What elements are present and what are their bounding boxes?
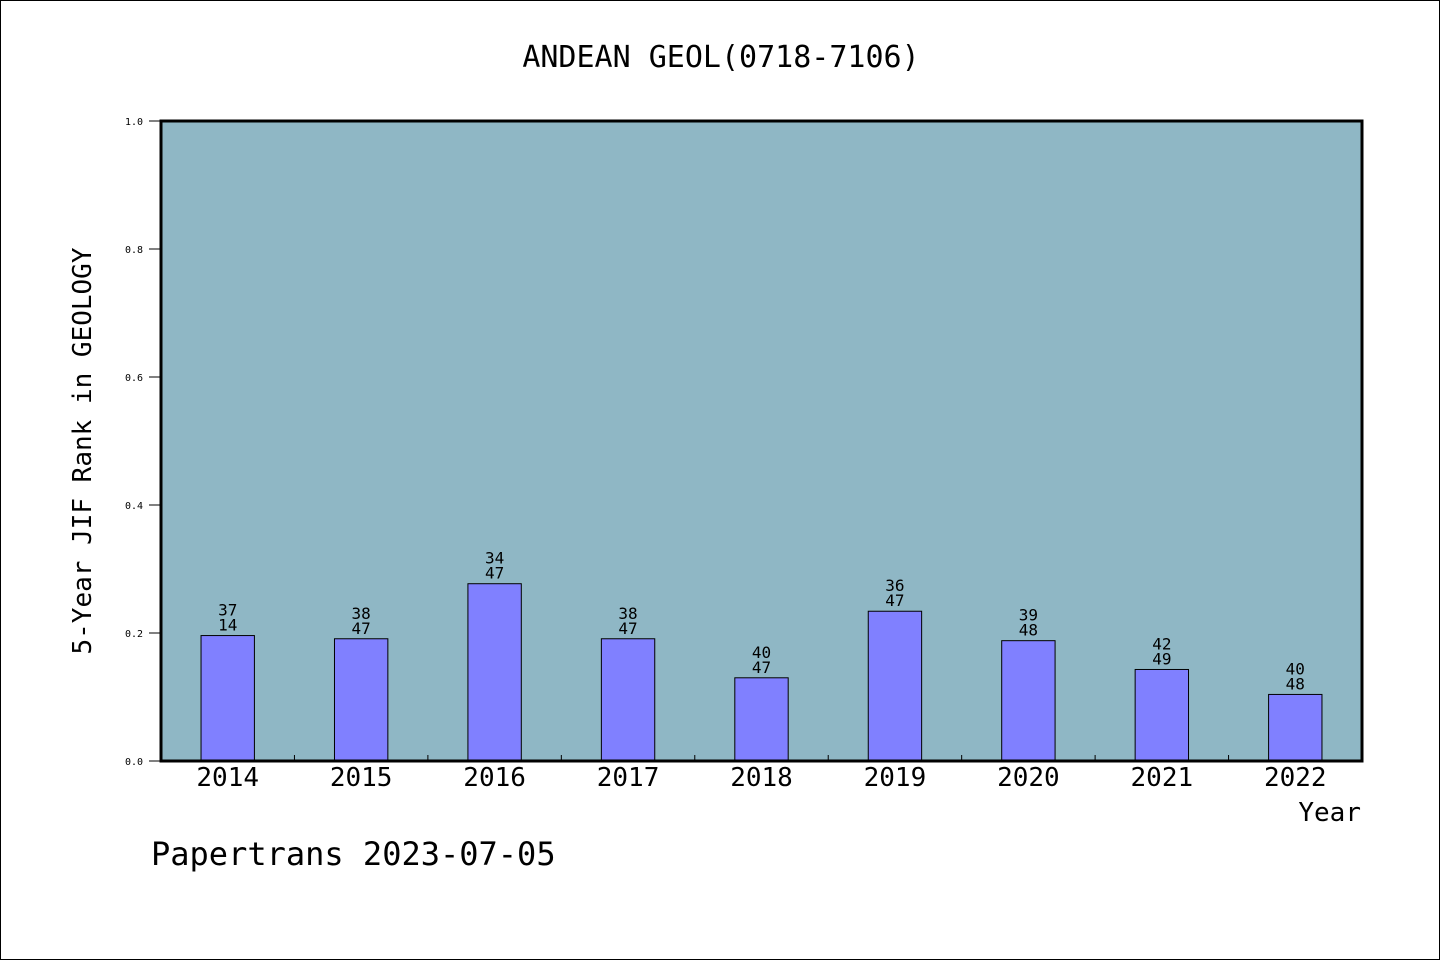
x-axis-label: Year bbox=[1298, 798, 1361, 828]
x-tick-label: 2018 bbox=[730, 763, 793, 793]
bar-2020 bbox=[1001, 640, 1056, 762]
y-tick-label: 0.0 bbox=[125, 757, 143, 768]
x-tick-label: 2017 bbox=[597, 763, 660, 793]
bar-rank-label: 40 bbox=[752, 643, 771, 662]
x-tick-label: 2020 bbox=[997, 763, 1060, 793]
bar-total-label: 47 bbox=[485, 564, 504, 583]
bar-rank-label: 34 bbox=[485, 549, 504, 568]
bar-total-label: 48 bbox=[1286, 674, 1305, 693]
x-tick-label: 2019 bbox=[864, 763, 927, 793]
bar-2021 bbox=[1134, 668, 1190, 762]
bar-total-label: 47 bbox=[618, 619, 637, 638]
bars-group bbox=[200, 583, 1323, 762]
chart-title: ANDEAN GEOL(0718-7106) bbox=[522, 40, 919, 75]
x-tick-label: 2022 bbox=[1264, 763, 1327, 793]
bar-2014 bbox=[200, 635, 255, 762]
bar-total-label: 14 bbox=[218, 616, 237, 635]
x-tick-label: 2014 bbox=[196, 763, 259, 793]
bar-total-label: 47 bbox=[885, 591, 904, 610]
bar-rank-label: 40 bbox=[1286, 659, 1305, 678]
y-tick-label: 0.2 bbox=[125, 629, 143, 640]
bar-rank-label: 38 bbox=[352, 604, 371, 623]
plot-border bbox=[159, 119, 1364, 763]
bar-2018 bbox=[734, 677, 789, 762]
x-ticks-group: 2014 2015 2016 2017 2018 2019 2020 2021 2022 bbox=[196, 755, 1327, 793]
bar-2015 bbox=[333, 638, 389, 762]
bar-2022 bbox=[1268, 693, 1323, 762]
y-tick-label: 1.0 bbox=[125, 117, 143, 128]
x-tick-label: 2021 bbox=[1131, 763, 1194, 793]
y-tick-label: 0.8 bbox=[125, 245, 143, 256]
x-tick-label: 2015 bbox=[330, 763, 393, 793]
bar-rank-label: 36 bbox=[885, 576, 904, 595]
y-axis-label: 5-Year JIF Rank in GEOLOGY bbox=[68, 247, 98, 654]
bar-rank-label: 42 bbox=[1152, 634, 1171, 653]
bar-total-label: 47 bbox=[752, 658, 771, 677]
y-tick-label: 0.6 bbox=[125, 373, 143, 384]
x-tick-label: 2016 bbox=[463, 763, 526, 793]
bar-rank-label: 39 bbox=[1019, 606, 1038, 625]
footer-credit: Papertrans 2023-07-05 bbox=[151, 835, 556, 873]
y-tick-label: 0.4 bbox=[125, 501, 143, 512]
bar-total-label: 47 bbox=[352, 619, 371, 638]
bar-total-label: 49 bbox=[1152, 649, 1171, 668]
bar-2017 bbox=[600, 638, 656, 762]
bar-2016 bbox=[467, 583, 522, 762]
y-ticks-group: 0.0 0.2 0.4 0.6 0.8 1.0 bbox=[125, 117, 161, 768]
bar-2019 bbox=[867, 610, 923, 762]
bar-total-label: 48 bbox=[1019, 621, 1038, 640]
bar-rank-label: 38 bbox=[618, 604, 637, 623]
bar-rank-label: 37 bbox=[218, 601, 237, 620]
